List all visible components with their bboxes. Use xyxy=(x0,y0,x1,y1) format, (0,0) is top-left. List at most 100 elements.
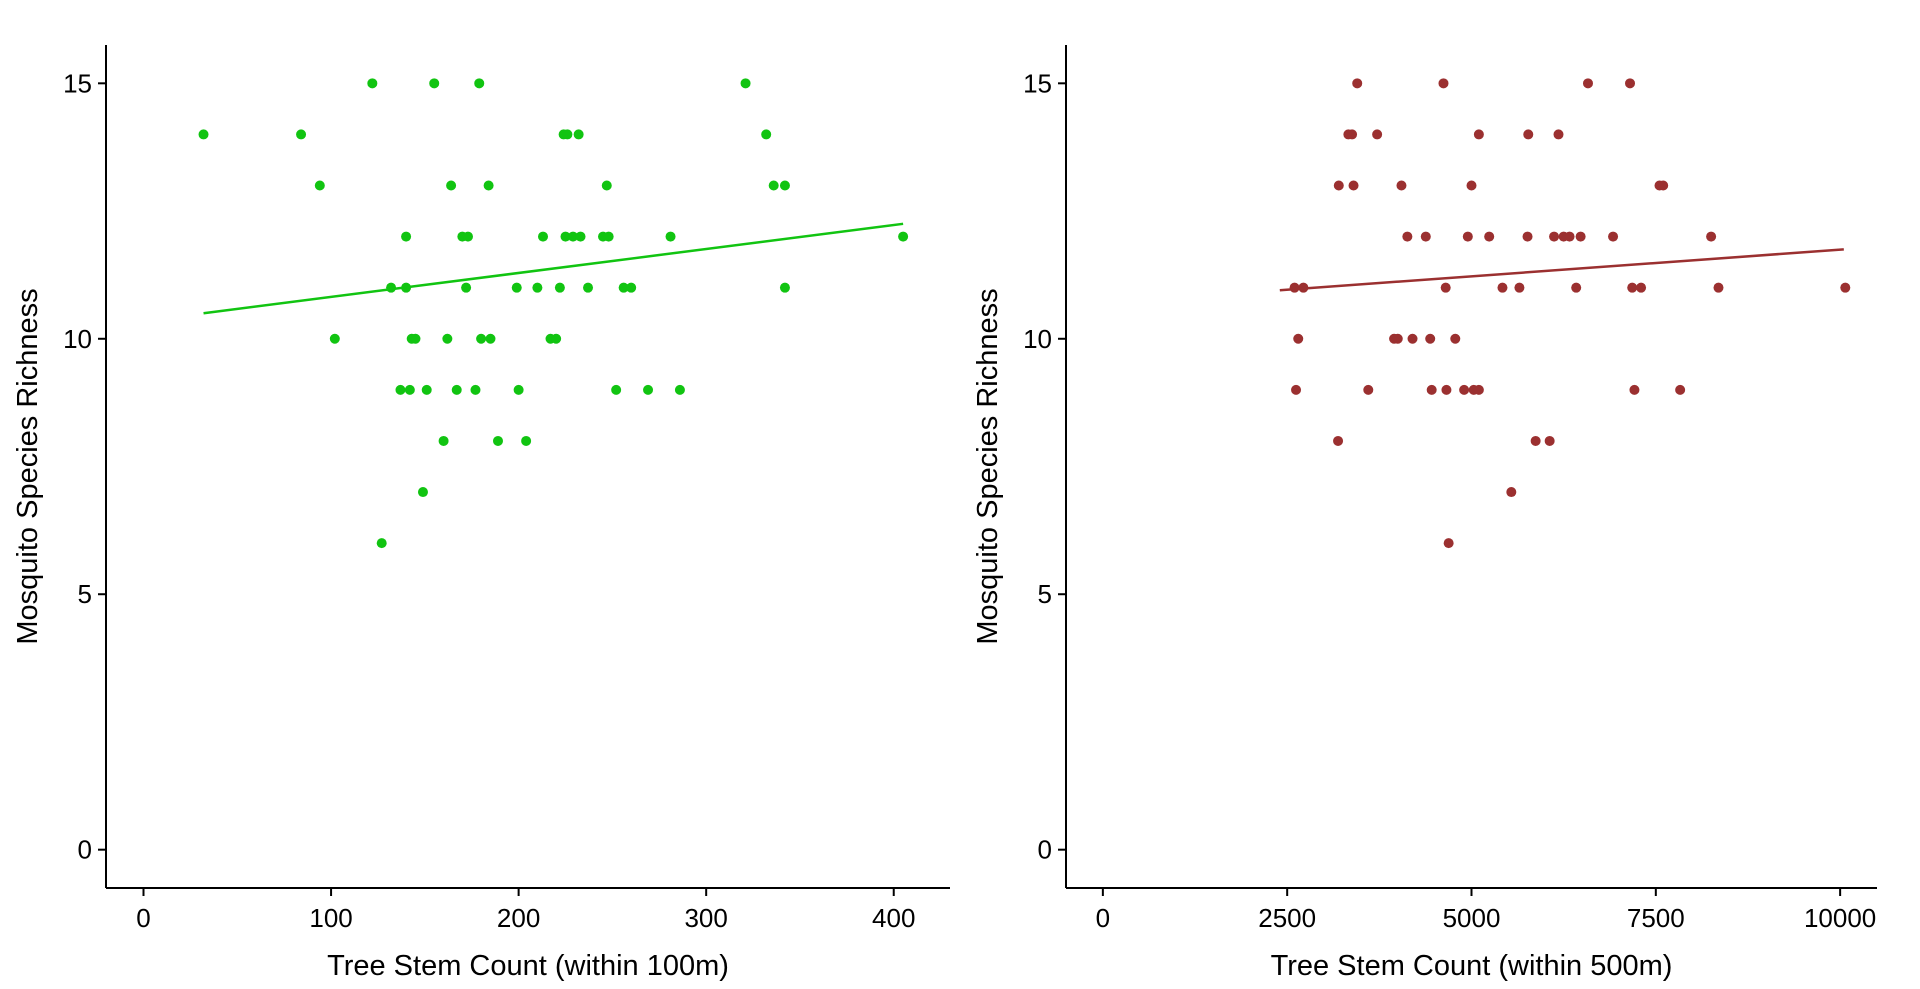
data-point xyxy=(611,384,622,395)
data-point xyxy=(1506,487,1517,498)
data-point xyxy=(1363,384,1374,395)
y-tick-label: 5 xyxy=(1038,579,1052,609)
data-point xyxy=(768,180,779,191)
data-point xyxy=(1549,231,1560,242)
data-point xyxy=(562,129,573,140)
data-point xyxy=(1608,231,1619,242)
y-axis-title: Mosquito Species Richness xyxy=(972,288,1004,644)
x-tick-label: 0 xyxy=(136,903,150,933)
data-point xyxy=(898,231,909,242)
data-point xyxy=(1514,282,1525,293)
data-point xyxy=(1333,435,1344,446)
data-point xyxy=(296,129,307,140)
data-point xyxy=(538,231,549,242)
data-point xyxy=(462,231,473,242)
data-point xyxy=(674,384,685,395)
x-tick-label: 300 xyxy=(684,903,727,933)
data-point xyxy=(417,487,428,498)
data-point xyxy=(1407,333,1418,344)
data-point xyxy=(513,384,524,395)
data-point xyxy=(1425,333,1436,344)
trend-line xyxy=(1279,248,1844,292)
data-point xyxy=(1523,129,1534,140)
y-axis-title: Mosquito Species Richness xyxy=(12,288,44,644)
data-point xyxy=(421,384,432,395)
data-point xyxy=(1629,384,1640,395)
data-point xyxy=(1706,231,1717,242)
data-point xyxy=(761,129,772,140)
data-point xyxy=(603,231,614,242)
data-point xyxy=(626,282,637,293)
data-point xyxy=(643,384,654,395)
data-point xyxy=(1348,180,1359,191)
x-tick-label: 100 xyxy=(309,903,352,933)
data-point xyxy=(1441,384,1452,395)
data-point xyxy=(474,78,485,89)
data-point xyxy=(1575,231,1586,242)
y-tick-label: 5 xyxy=(78,579,92,609)
data-point xyxy=(1553,129,1564,140)
data-point xyxy=(560,231,571,242)
y-tick-label: 0 xyxy=(78,835,92,865)
y-tick-label: 15 xyxy=(63,68,92,98)
data-point xyxy=(1462,231,1473,242)
data-point xyxy=(446,180,457,191)
data-point xyxy=(1420,231,1431,242)
data-point xyxy=(314,180,325,191)
data-point xyxy=(367,78,378,89)
data-point xyxy=(1372,129,1383,140)
data-point xyxy=(1571,282,1582,293)
data-point xyxy=(1473,129,1484,140)
data-point xyxy=(1443,538,1454,549)
data-point xyxy=(438,435,449,446)
y-tick-label: 10 xyxy=(1023,324,1052,354)
data-point xyxy=(329,333,340,344)
data-point xyxy=(1438,78,1449,89)
data-point xyxy=(1352,78,1363,89)
data-point xyxy=(1675,384,1686,395)
x-axis-title: Tree Stem Count (within 100m) xyxy=(327,950,729,982)
data-point xyxy=(401,231,412,242)
data-point xyxy=(1392,333,1403,344)
data-point xyxy=(1522,231,1533,242)
data-point xyxy=(1459,384,1470,395)
data-point xyxy=(551,333,562,344)
data-point xyxy=(429,78,440,89)
y-tick-label: 10 xyxy=(63,324,92,354)
data-point xyxy=(1426,384,1437,395)
y-tick-label: 0 xyxy=(1038,835,1052,865)
data-point xyxy=(618,282,629,293)
data-point xyxy=(1544,435,1555,446)
trend-line xyxy=(203,222,904,315)
x-tick-label: 400 xyxy=(872,903,915,933)
y-tick-label: 15 xyxy=(1023,68,1052,98)
data-point xyxy=(1713,282,1724,293)
data-point xyxy=(483,180,494,191)
data-point xyxy=(1473,384,1484,395)
data-point xyxy=(554,282,565,293)
data-point xyxy=(1840,282,1851,293)
data-point xyxy=(573,129,584,140)
data-point xyxy=(1466,180,1477,191)
right-scatter-panel: 0 5 10 15 0 2500 5000 7500 10000 Tree Stem Count … xyxy=(972,45,1877,982)
data-point xyxy=(1291,384,1302,395)
data-point xyxy=(1347,129,1358,140)
data-point xyxy=(442,333,453,344)
data-point xyxy=(198,129,209,140)
data-point xyxy=(1658,180,1669,191)
data-point xyxy=(1440,282,1451,293)
data-point xyxy=(492,435,503,446)
data-point xyxy=(1530,435,1541,446)
data-point xyxy=(376,538,387,549)
data-point xyxy=(470,384,481,395)
data-point xyxy=(779,180,790,191)
data-point xyxy=(1402,231,1413,242)
data-point xyxy=(1333,180,1344,191)
data-point xyxy=(461,282,472,293)
data-point xyxy=(1293,333,1304,344)
left-scatter-panel: 0 5 10 15 0 100 200 300 400 Tree Stem Count (with… xyxy=(12,45,950,982)
x-tick-label: 7500 xyxy=(1627,903,1685,933)
data-point xyxy=(1450,333,1461,344)
x-tick-label: 0 xyxy=(1096,903,1110,933)
